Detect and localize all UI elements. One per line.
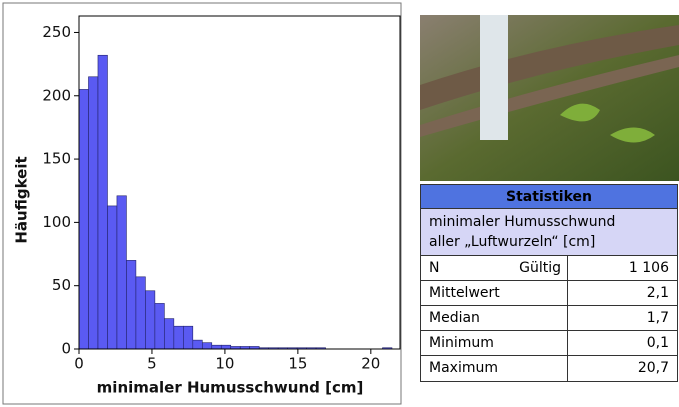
y-tick-label: 250 (42, 23, 71, 41)
x-axis-label: minimaler Humusschwund [cm] (97, 379, 364, 397)
bar (78, 89, 89, 350)
subtitle-line: minimaler Humusschwund (429, 214, 616, 230)
cell: 20,7 (567, 356, 677, 381)
bar (88, 76, 99, 350)
cell: 1 106 (567, 256, 677, 280)
table-row: N Gültig 1 106 (421, 256, 677, 281)
chart: Häufigkeit minimaler Humusschwund [cm] 0… (2, 2, 402, 405)
panel-border (2, 2, 402, 405)
cell: Mittelwert (429, 285, 500, 301)
y-tick-label: 150 (42, 150, 71, 168)
stats-table: Statistiken minimaler Humusschwund aller… (420, 184, 678, 382)
photo (420, 15, 679, 181)
subtitle-line: aller „Luftwurzeln“ [cm] (429, 234, 596, 250)
bar (116, 195, 127, 350)
table-row: Median 1,7 (421, 306, 677, 331)
bar (211, 344, 222, 350)
y-tick-label: 0 (61, 340, 71, 358)
x-tick-label: 20 (361, 355, 380, 373)
bar (97, 54, 108, 350)
cell: Minimum (429, 335, 494, 351)
bar (220, 344, 232, 350)
x-tick-label: 15 (288, 355, 307, 373)
bar (154, 303, 165, 350)
bar (164, 318, 175, 350)
bar (135, 276, 146, 350)
x-tick-label: 0 (74, 355, 84, 373)
table-subtitle: minimaler Humusschwund aller „Luftwurzel… (421, 209, 677, 256)
bar (173, 325, 184, 350)
bar (107, 205, 118, 350)
cell: 0,1 (567, 331, 677, 355)
x-tick-label: 5 (147, 355, 157, 373)
bar (183, 325, 194, 350)
y-tick-label: 100 (42, 213, 71, 231)
cell: Maximum (429, 360, 498, 376)
plot-frame (78, 15, 401, 350)
y-axis-label: Häufigkeit (13, 156, 31, 243)
cell: Gültig (519, 260, 561, 276)
cell: Median (429, 310, 480, 326)
table-row: Mittelwert 2,1 (421, 281, 677, 306)
table-row: Minimum 0,1 (421, 331, 677, 356)
cell: 2,1 (567, 281, 677, 305)
y-tick-label: 50 (52, 276, 71, 294)
y-tick-label: 200 (42, 86, 71, 104)
x-tick-label: 10 (215, 355, 234, 373)
table-title: Statistiken (421, 185, 677, 209)
bar (145, 290, 156, 350)
bar (201, 342, 213, 350)
bar (126, 260, 137, 350)
cell: 1,7 (567, 306, 677, 330)
cell: N (429, 260, 440, 276)
bar (192, 339, 203, 350)
table-row: Maximum 20,7 (421, 356, 677, 381)
